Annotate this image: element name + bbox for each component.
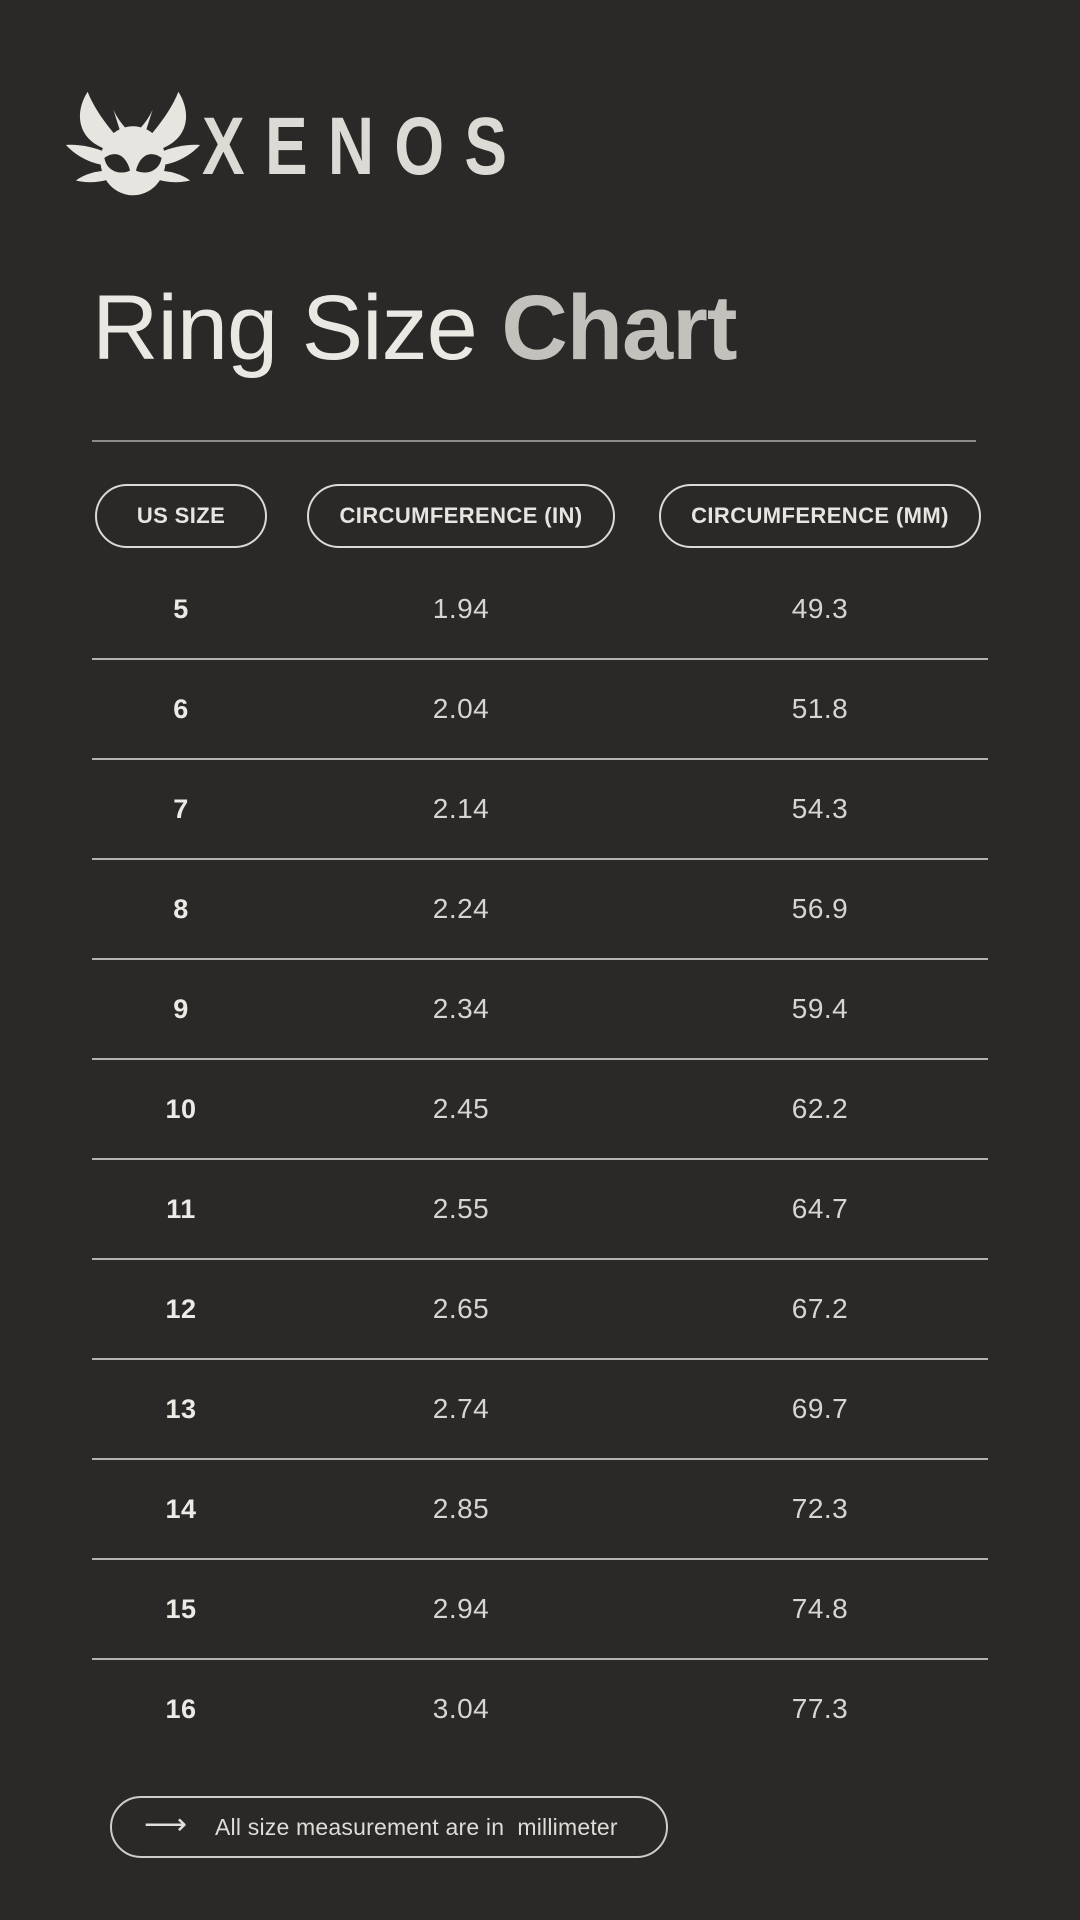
- circumference-mm-value: 69.7: [791, 1393, 849, 1424]
- circumference-in-value: 2.34: [432, 993, 490, 1024]
- measurement-note-pill: ⟶ All size measurement are in millimeter: [110, 1796, 668, 1858]
- size-table: 5 1.94 49.3 6 2.04 51.8 7 2.14 54.3 8 2.…: [92, 560, 988, 1758]
- circumference-mm-value: 56.9: [791, 893, 849, 924]
- table-row: 11 2.55 64.7: [92, 1160, 988, 1260]
- circumference-mm-value: 59.4: [791, 993, 849, 1024]
- table-row: 12 2.65 67.2: [92, 1260, 988, 1360]
- us-size-value: 13: [165, 1393, 197, 1424]
- devil-mask-icon: [64, 87, 202, 207]
- header-circumference-mm: CIRCUMFERENCE (MM): [659, 484, 981, 548]
- right-arrow-icon: ⟶: [144, 1808, 188, 1841]
- circumference-mm-value: 51.8: [791, 693, 849, 724]
- circumference-mm-value: 49.3: [791, 593, 849, 624]
- circumference-in-value: 2.55: [432, 1193, 490, 1224]
- us-size-value: 14: [165, 1493, 197, 1524]
- us-size-value: 6: [173, 693, 189, 724]
- circumference-mm-value: 74.8: [791, 1593, 849, 1624]
- table-row: 16 3.04 77.3: [92, 1660, 988, 1758]
- table-row: 13 2.74 69.7: [92, 1360, 988, 1460]
- table-row: 7 2.14 54.3: [92, 760, 988, 860]
- us-size-value: 7: [173, 793, 189, 824]
- circumference-in-value: 2.65: [432, 1293, 490, 1324]
- circumference-in-value: 2.85: [432, 1493, 490, 1524]
- circumference-in-value: 2.74: [432, 1393, 490, 1424]
- circumference-mm-value: 77.3: [791, 1693, 849, 1724]
- us-size-value: 11: [166, 1193, 196, 1224]
- header-circumference-in: CIRCUMFERENCE (IN): [307, 484, 615, 548]
- title-divider: [92, 440, 976, 442]
- table-row: 10 2.45 62.2: [92, 1060, 988, 1160]
- table-row: 6 2.04 51.8: [92, 660, 988, 760]
- circumference-mm-value: 64.7: [791, 1193, 849, 1224]
- circumference-mm-value: 62.2: [791, 1093, 849, 1124]
- circumference-in-value: 2.04: [432, 693, 490, 724]
- table-row: 8 2.24 56.9: [92, 860, 988, 960]
- us-size-value: 16: [165, 1693, 197, 1724]
- us-size-value: 10: [165, 1093, 197, 1124]
- circumference-in-value: 1.94: [432, 593, 490, 624]
- circumference-mm-value: 72.3: [791, 1493, 849, 1524]
- us-size-value: 9: [173, 993, 189, 1024]
- table-row: 9 2.34 59.4: [92, 960, 988, 1060]
- circumference-in-value: 2.24: [432, 893, 490, 924]
- circumference-in-value: 2.45: [432, 1093, 490, 1124]
- us-size-value: 5: [173, 593, 189, 624]
- table-row: 14 2.85 72.3: [92, 1460, 988, 1560]
- circumference-in-value: 3.04: [432, 1693, 490, 1724]
- circumference-in-value: 2.94: [432, 1593, 490, 1624]
- us-size-value: 15: [165, 1593, 197, 1624]
- table-row: 15 2.94 74.8: [92, 1560, 988, 1660]
- page-title-bold: Chart: [501, 277, 737, 379]
- header-us-size: US SIZE: [95, 484, 267, 548]
- us-size-value: 8: [173, 893, 189, 924]
- circumference-mm-value: 54.3: [791, 793, 849, 824]
- page-title-regular: Ring Size: [92, 277, 502, 379]
- page-title: Ring Size Chart: [92, 282, 988, 374]
- table-row: 5 1.94 49.3: [92, 560, 988, 660]
- us-size-value: 12: [165, 1293, 197, 1324]
- brand-logo: XENOS: [64, 0, 988, 208]
- table-header-row: US SIZE CIRCUMFERENCE (IN) CIRCUMFERENCE…: [92, 484, 988, 548]
- circumference-in-value: 2.14: [432, 793, 490, 824]
- measurement-note-text: All size measurement are in millimeter: [215, 1813, 618, 1840]
- brand-name: XENOS: [202, 101, 528, 192]
- circumference-mm-value: 67.2: [791, 1293, 849, 1324]
